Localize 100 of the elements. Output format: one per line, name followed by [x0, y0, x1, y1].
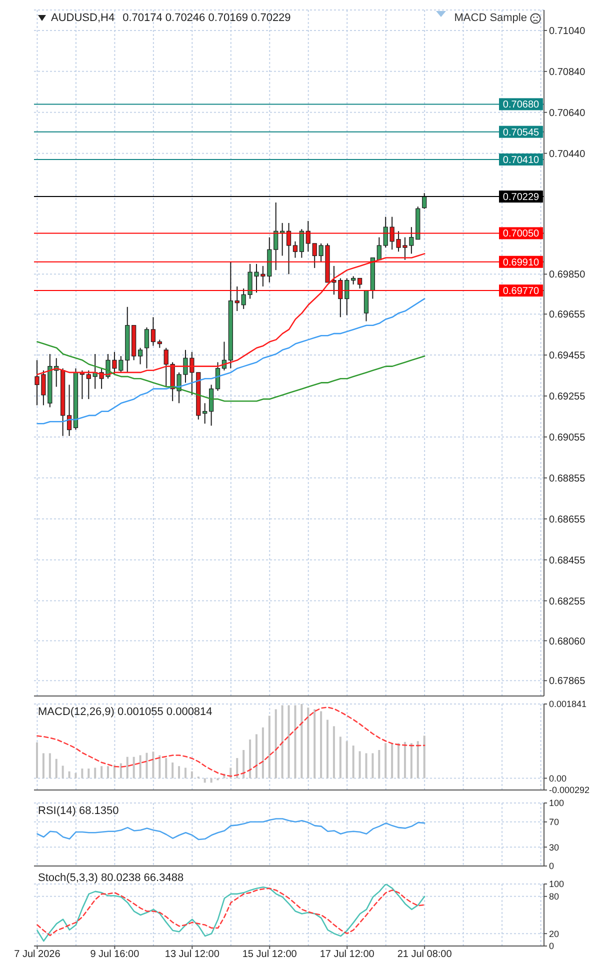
bar	[398, 743, 400, 778]
bar	[88, 768, 90, 778]
line-series	[36, 884, 426, 942]
bar	[204, 778, 206, 783]
bar	[378, 750, 380, 778]
bar	[268, 716, 270, 778]
candlestick	[364, 290, 369, 322]
y-tick-label: 0.68655	[549, 514, 586, 526]
y-tick-label: 100	[549, 798, 564, 808]
bar	[139, 755, 142, 778]
y-tick-label: 0.71040	[549, 26, 586, 38]
candlestick	[292, 240, 298, 258]
bar	[332, 726, 335, 778]
x-tick-label: 17 Jul 12:00	[320, 949, 375, 960]
bar	[48, 753, 51, 778]
chart-title: MACD(12,26,9) 0.001055 0.000814	[38, 706, 212, 718]
y-tick-label: 0.67865	[549, 676, 586, 688]
y-tick-label: 0	[549, 941, 554, 952]
bar	[81, 768, 84, 778]
bar	[172, 762, 174, 778]
candlestick	[150, 316, 156, 346]
line-series	[36, 888, 426, 936]
bar	[113, 764, 116, 778]
y-tick-label: 0.70440	[549, 148, 586, 160]
candlestick	[202, 402, 208, 424]
ref-line-label: 0.70229	[502, 192, 540, 204]
bar	[210, 778, 212, 783]
candlestick	[357, 278, 362, 289]
bar	[255, 734, 258, 778]
candlestick	[376, 236, 382, 260]
bar	[165, 758, 168, 778]
y-tick-label: 0.68455	[549, 555, 586, 566]
bar	[281, 705, 284, 778]
chart-title: Stoch(5,3,3) 80.0238 66.3488	[38, 872, 184, 884]
bar	[384, 743, 387, 778]
annotation: MACD Sample	[454, 12, 527, 24]
y-tick-label: 0.69255	[549, 392, 586, 403]
ref-line-label: 0.70410	[502, 154, 540, 166]
y-tick-label: 0.68060	[549, 636, 586, 648]
bar	[416, 741, 419, 778]
x-tick-label: 9 Jul 16:00	[90, 949, 140, 960]
bar	[339, 736, 342, 778]
y-tick-label: -0.000292	[549, 785, 590, 796]
bar	[365, 753, 368, 778]
bar	[146, 752, 148, 778]
y-tick-label: 0	[549, 861, 554, 872]
x-tick-label: 15 Jul 12:00	[242, 949, 298, 960]
y-tick-label: 0.001841	[549, 699, 587, 710]
bar	[100, 766, 103, 778]
bar	[249, 740, 252, 778]
ref-line-label: 0.69910	[502, 257, 540, 268]
candlestick	[215, 362, 220, 392]
bar	[152, 752, 154, 778]
chart-title: RSI(14) 68.1350	[38, 805, 119, 817]
bar	[320, 711, 322, 778]
x-tick-label: 7 Jul 2026	[14, 949, 61, 960]
y-tick-label: 0.00	[549, 773, 567, 784]
candlestick	[209, 384, 214, 426]
bar	[132, 756, 135, 778]
y-tick-label: 80	[549, 892, 560, 902]
bar	[326, 720, 329, 778]
bar	[391, 743, 394, 778]
y-tick-label: 0.69055	[549, 432, 586, 444]
bar	[242, 750, 245, 778]
candlestick	[306, 220, 310, 252]
bar	[423, 736, 426, 778]
line-series	[36, 818, 426, 840]
bar	[94, 768, 96, 778]
chart-subtitle: 0.70174 0.70246 0.70169 0.70229	[122, 12, 291, 24]
candlestick	[138, 347, 143, 365]
bar	[262, 727, 264, 778]
ref-line-label: 0.70545	[502, 127, 540, 138]
y-tick-label: 0.69850	[549, 270, 586, 281]
candlestick	[274, 202, 278, 271]
bar	[55, 758, 58, 778]
candlestick	[422, 192, 427, 210]
y-tick-label: 0.68855	[549, 473, 586, 484]
x-tick-label: 21 Jul 08:00	[397, 949, 452, 960]
bar	[158, 755, 161, 778]
bar	[372, 753, 374, 778]
y-tick-label: 30	[549, 842, 560, 852]
x-tick-label: 13 Jul 12:00	[164, 949, 220, 960]
ref-line-label: 0.70050	[502, 228, 540, 240]
y-tick-label: 20	[549, 928, 560, 939]
candlestick	[144, 326, 150, 369]
bar	[178, 766, 180, 778]
bar	[314, 709, 316, 778]
bar	[107, 766, 110, 778]
bar	[184, 768, 186, 778]
chart-title: AUDUSD,H4	[51, 12, 115, 24]
bar	[307, 708, 310, 778]
line-series	[36, 706, 426, 777]
bar	[36, 742, 38, 778]
ref-line-label: 0.70680	[502, 100, 540, 111]
candlestick	[286, 222, 292, 275]
bar	[300, 704, 303, 778]
candlestick	[344, 278, 350, 316]
y-tick-label: 0.69455	[549, 350, 586, 362]
candlestick	[86, 370, 91, 400]
candlestick	[299, 228, 304, 258]
